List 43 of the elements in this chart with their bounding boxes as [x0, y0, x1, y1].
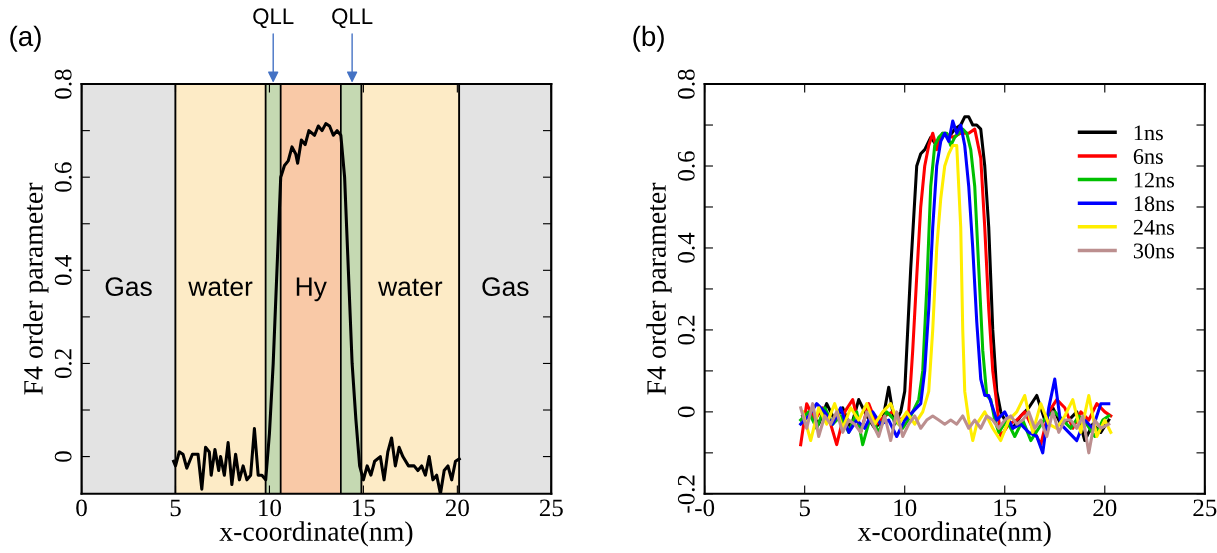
x-tick-label: 15	[353, 499, 375, 517]
x-tick-label: 15	[994, 499, 1017, 517]
band-label: Hy	[296, 277, 327, 302]
legend-label: 24ns	[1133, 219, 1175, 235]
legend-label: 18ns	[1134, 196, 1175, 212]
x-axis-title: x-coordinate(nm)	[857, 521, 1051, 547]
y-tick-label: 0.8	[677, 69, 695, 99]
y-axis-title: F4 order parameter	[646, 182, 672, 395]
annotation: QLL	[253, 8, 294, 29]
x-axis-title: x-coordinate(nm)	[219, 521, 413, 547]
chart-title: (a)	[10, 25, 41, 52]
legend-label: 12ns	[1134, 172, 1175, 188]
x-tick-label: 10	[894, 499, 917, 517]
y-tick-label: 0	[677, 406, 695, 418]
y-tick-label: 0.8	[54, 69, 72, 99]
y-tick-label: 0.6	[677, 151, 695, 181]
band-label: water	[378, 278, 443, 297]
x-tick-label: 20	[445, 499, 469, 517]
y-tick-label: 0.4	[677, 232, 695, 263]
annotation: QLL	[332, 8, 373, 29]
band-label: Gas	[482, 277, 529, 297]
y-tick-label: 0.6	[54, 162, 72, 192]
x-tick-label: 5	[170, 499, 181, 517]
legend-label: 6ns	[1133, 149, 1163, 164]
x-tick-label: 20	[1093, 499, 1117, 517]
line-series	[799, 402, 1111, 455]
x-tick-label: 5	[799, 499, 810, 517]
y-tick-label: 0	[54, 451, 72, 462]
y-tick-label: -0.2	[677, 475, 695, 513]
legend-label: 1ns	[1134, 125, 1163, 141]
x-tick-label: -0	[695, 499, 715, 517]
x-tick-label: 0	[76, 499, 87, 517]
chart-title: (b)	[633, 25, 664, 52]
y-tick-label: 0.2	[54, 349, 72, 379]
x-tick-label: 25	[539, 499, 563, 517]
x-tick-label: 10	[259, 499, 281, 517]
band-label: Gas	[105, 277, 152, 297]
legend-label: 30ns	[1133, 243, 1175, 259]
x-tick-label: 25	[1193, 499, 1217, 517]
band-label: water	[188, 278, 253, 297]
y-axis-title: F4 order parameter	[23, 182, 49, 395]
y-tick-label: 0.2	[677, 315, 695, 345]
y-tick-label: 0.4	[54, 255, 72, 285]
